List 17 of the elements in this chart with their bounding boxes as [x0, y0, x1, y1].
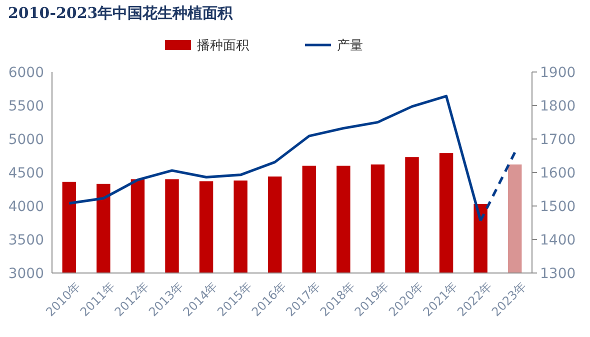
y-tick-label: 4500 — [8, 165, 44, 182]
y-tick-label: 3500 — [8, 232, 44, 248]
chart-title: 2010-2023年中国花生种植面积 — [8, 4, 234, 22]
y2-tick-label: 1500 — [540, 198, 576, 215]
y2-tick-label: 1600 — [540, 165, 576, 182]
y-tick-label: 3000 — [8, 266, 44, 282]
y2-tick-label: 1300 — [540, 266, 576, 282]
y-tick-label: 5000 — [8, 132, 44, 148]
legend-label: 产量 — [337, 38, 363, 54]
y2-tick-label: 1700 — [540, 132, 576, 148]
legend-label: 播种面积 — [197, 38, 249, 54]
y-tick-label: 6000 — [8, 64, 44, 81]
y-tick-label: 5500 — [8, 98, 44, 114]
y2-tick-label: 1400 — [540, 232, 576, 248]
y2-tick-label: 1900 — [540, 64, 576, 81]
y2-tick-label: 1800 — [540, 98, 576, 114]
y-tick-label: 4000 — [8, 198, 44, 215]
